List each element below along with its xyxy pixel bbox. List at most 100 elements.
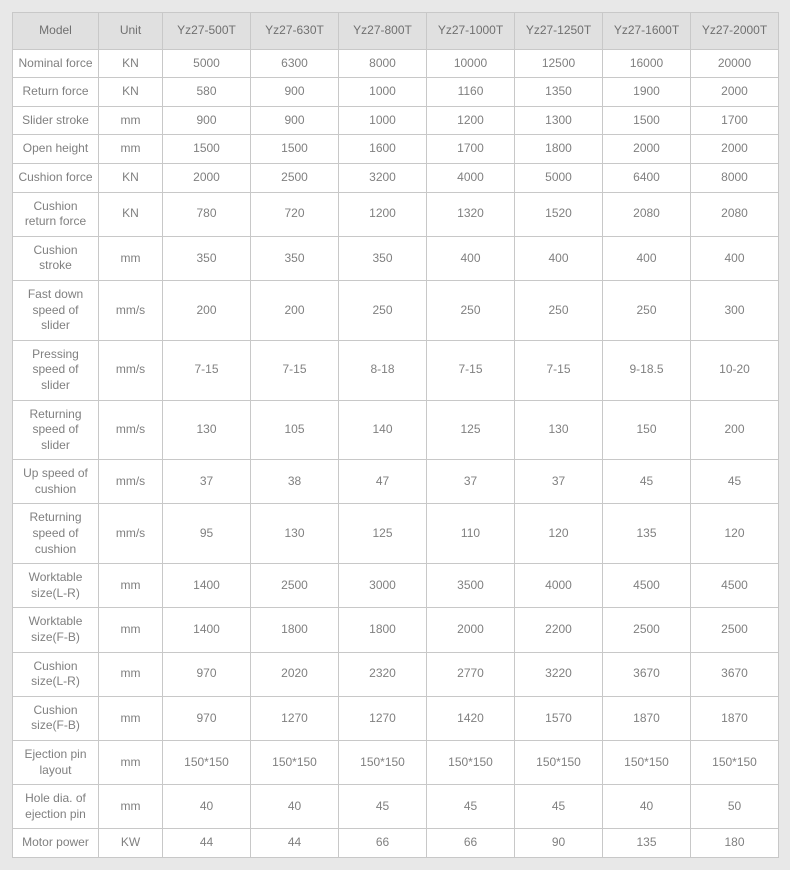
cell-value: 1700 xyxy=(691,106,779,135)
row-label: Fast down speed of slider xyxy=(13,280,99,340)
cell-value: 45 xyxy=(339,785,427,829)
row-unit: mm/s xyxy=(99,340,163,400)
row-unit: mm xyxy=(99,652,163,696)
cell-value: 780 xyxy=(163,192,251,236)
cell-value: 37 xyxy=(427,460,515,504)
cell-value: 95 xyxy=(163,504,251,564)
cell-value: 250 xyxy=(427,280,515,340)
cell-value: 150*150 xyxy=(603,741,691,785)
cell-value: 10000 xyxy=(427,49,515,78)
table-row: Cushion size(F-B)mm970127012701420157018… xyxy=(13,696,779,740)
cell-value: 1400 xyxy=(163,564,251,608)
row-unit: KN xyxy=(99,192,163,236)
row-unit: mm xyxy=(99,696,163,740)
cell-value: 1800 xyxy=(515,135,603,164)
cell-value: 580 xyxy=(163,78,251,107)
cell-value: 3000 xyxy=(339,564,427,608)
table-row: Pressing speed of slidermm/s7-157-158-18… xyxy=(13,340,779,400)
cell-value: 4000 xyxy=(427,163,515,192)
cell-value: 150*150 xyxy=(251,741,339,785)
cell-value: 125 xyxy=(339,504,427,564)
cell-value: 135 xyxy=(603,829,691,858)
cell-value: 45 xyxy=(603,460,691,504)
cell-value: 4000 xyxy=(515,564,603,608)
col-header-yz27-1600t: Yz27-1600T xyxy=(603,13,691,50)
cell-value: 2500 xyxy=(251,564,339,608)
cell-value: 40 xyxy=(251,785,339,829)
cell-value: 400 xyxy=(691,236,779,280)
cell-value: 400 xyxy=(515,236,603,280)
table-row: Motor powerKW4444666690135180 xyxy=(13,829,779,858)
cell-value: 1500 xyxy=(251,135,339,164)
table-row: Fast down speed of slidermm/s20020025025… xyxy=(13,280,779,340)
cell-value: 970 xyxy=(163,696,251,740)
cell-value: 1320 xyxy=(427,192,515,236)
cell-value: 150*150 xyxy=(339,741,427,785)
col-header-yz27-1250t: Yz27-1250T xyxy=(515,13,603,50)
cell-value: 7-15 xyxy=(163,340,251,400)
col-header-unit: Unit xyxy=(99,13,163,50)
cell-value: 1000 xyxy=(339,78,427,107)
col-header-yz27-800t: Yz27-800T xyxy=(339,13,427,50)
cell-value: 2770 xyxy=(427,652,515,696)
row-label: Nominal force xyxy=(13,49,99,78)
table-header-row: Model Unit Yz27-500T Yz27-630T Yz27-800T… xyxy=(13,13,779,50)
cell-value: 47 xyxy=(339,460,427,504)
cell-value: 4500 xyxy=(603,564,691,608)
cell-value: 50 xyxy=(691,785,779,829)
cell-value: 4500 xyxy=(691,564,779,608)
row-label: Worktable size(F-B) xyxy=(13,608,99,652)
cell-value: 400 xyxy=(603,236,691,280)
cell-value: 6400 xyxy=(603,163,691,192)
cell-value: 37 xyxy=(163,460,251,504)
cell-value: 20000 xyxy=(691,49,779,78)
cell-value: 1520 xyxy=(515,192,603,236)
cell-value: 16000 xyxy=(603,49,691,78)
row-unit: KN xyxy=(99,78,163,107)
table-row: Ejection pin layoutmm150*150150*150150*1… xyxy=(13,741,779,785)
row-unit: KN xyxy=(99,49,163,78)
cell-value: 150 xyxy=(603,400,691,460)
cell-value: 8-18 xyxy=(339,340,427,400)
cell-value: 12500 xyxy=(515,49,603,78)
cell-value: 1800 xyxy=(339,608,427,652)
col-header-model: Model xyxy=(13,13,99,50)
table-body: Nominal forceKN5000630080001000012500160… xyxy=(13,49,779,857)
cell-value: 66 xyxy=(339,829,427,858)
cell-value: 2000 xyxy=(691,78,779,107)
row-label: Cushion size(F-B) xyxy=(13,696,99,740)
col-header-yz27-630t: Yz27-630T xyxy=(251,13,339,50)
cell-value: 135 xyxy=(603,504,691,564)
cell-value: 3670 xyxy=(691,652,779,696)
cell-value: 37 xyxy=(515,460,603,504)
cell-value: 2020 xyxy=(251,652,339,696)
cell-value: 45 xyxy=(427,785,515,829)
cell-value: 9-18.5 xyxy=(603,340,691,400)
specs-table: Model Unit Yz27-500T Yz27-630T Yz27-800T… xyxy=(12,12,779,858)
cell-value: 1600 xyxy=(339,135,427,164)
cell-value: 2080 xyxy=(691,192,779,236)
table-row: Cushion strokemm350350350400400400400 xyxy=(13,236,779,280)
table-row: Return forceKN58090010001160135019002000 xyxy=(13,78,779,107)
cell-value: 250 xyxy=(339,280,427,340)
cell-value: 200 xyxy=(691,400,779,460)
row-label: Returning speed of slider xyxy=(13,400,99,460)
row-label: Pressing speed of slider xyxy=(13,340,99,400)
cell-value: 44 xyxy=(251,829,339,858)
table-row: Nominal forceKN5000630080001000012500160… xyxy=(13,49,779,78)
cell-value: 1700 xyxy=(427,135,515,164)
cell-value: 350 xyxy=(339,236,427,280)
cell-value: 2000 xyxy=(691,135,779,164)
cell-value: 130 xyxy=(251,504,339,564)
cell-value: 1500 xyxy=(163,135,251,164)
cell-value: 44 xyxy=(163,829,251,858)
cell-value: 66 xyxy=(427,829,515,858)
cell-value: 900 xyxy=(163,106,251,135)
cell-value: 7-15 xyxy=(251,340,339,400)
cell-value: 130 xyxy=(515,400,603,460)
cell-value: 150*150 xyxy=(427,741,515,785)
cell-value: 1870 xyxy=(603,696,691,740)
cell-value: 1200 xyxy=(427,106,515,135)
cell-value: 45 xyxy=(691,460,779,504)
cell-value: 40 xyxy=(603,785,691,829)
